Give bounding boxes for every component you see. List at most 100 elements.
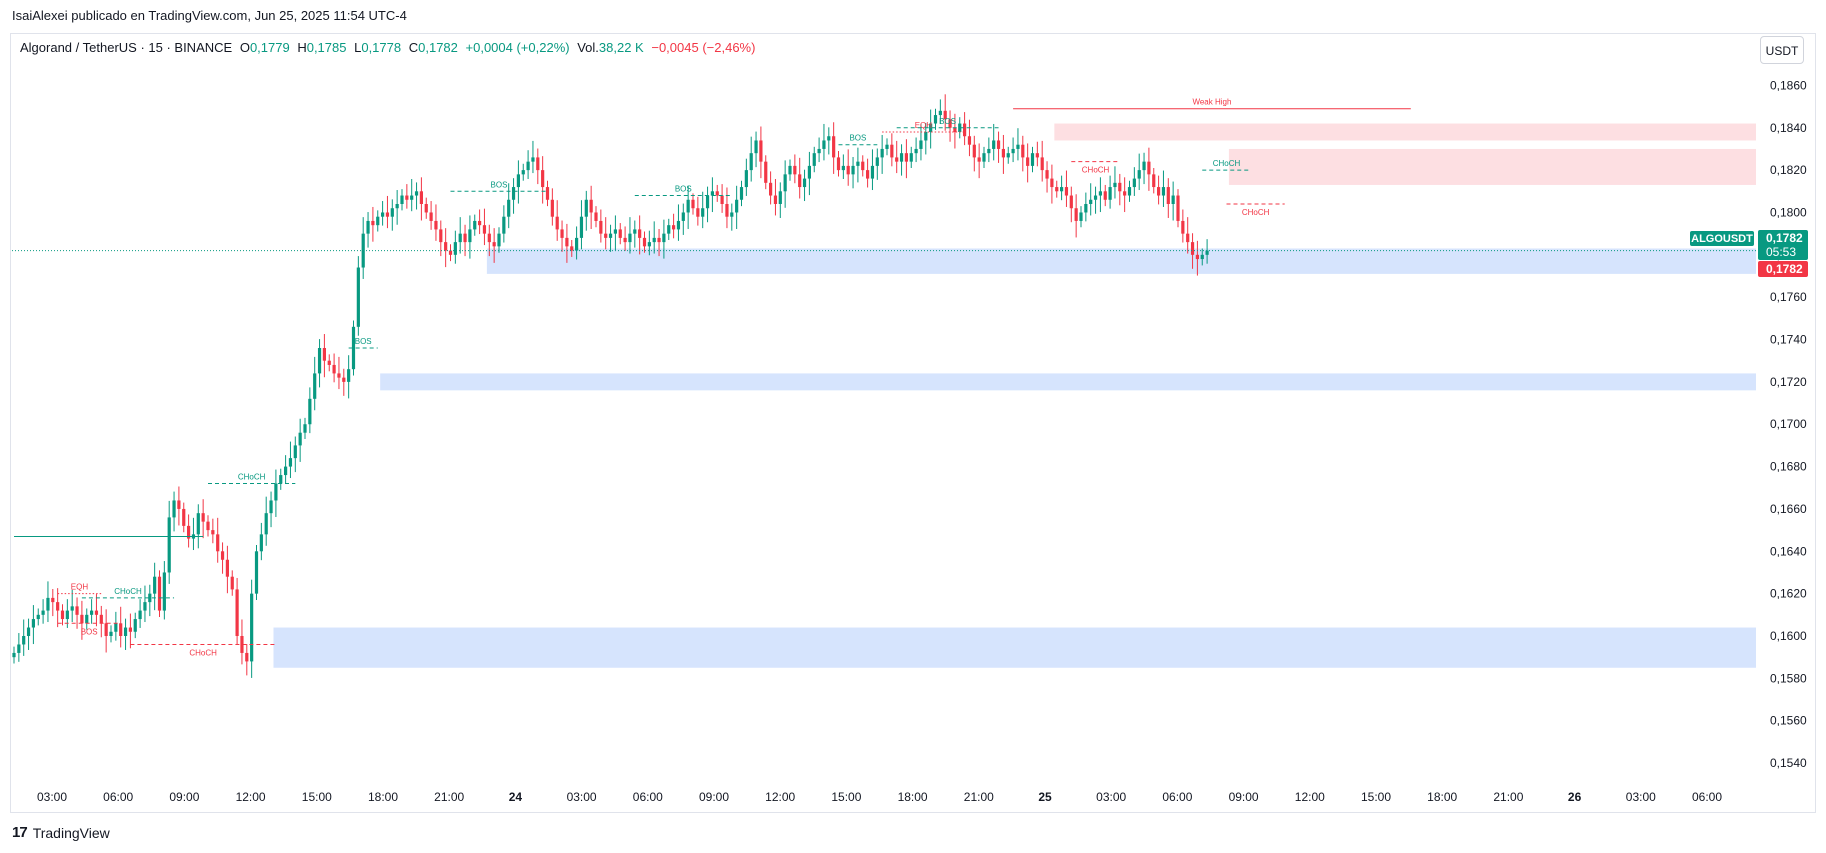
candle-body[interactable] — [1127, 187, 1132, 196]
candle-body[interactable] — [526, 161, 530, 171]
candle-body[interactable] — [1171, 195, 1175, 204]
candle-body[interactable] — [735, 199, 739, 213]
candle-body[interactable] — [1001, 148, 1005, 158]
candle-body[interactable] — [977, 157, 981, 162]
candle-body[interactable] — [138, 610, 142, 620]
candle-body[interactable] — [570, 246, 574, 251]
candle-body[interactable] — [153, 576, 157, 594]
candle-body[interactable] — [351, 326, 356, 370]
candle-body[interactable] — [638, 229, 642, 238]
candle-body[interactable] — [80, 614, 84, 624]
candle-body[interactable] — [1060, 187, 1064, 192]
candle-body[interactable] — [904, 153, 908, 162]
candle-body[interactable] — [604, 233, 608, 238]
candle-body[interactable] — [589, 199, 593, 213]
candle-body[interactable] — [254, 551, 259, 594]
candle-body[interactable] — [1030, 153, 1035, 166]
candle-body[interactable] — [1103, 191, 1107, 200]
candle-body[interactable] — [448, 250, 453, 255]
candle-body[interactable] — [196, 513, 200, 535]
candle-body[interactable] — [667, 225, 671, 234]
candle-body[interactable] — [17, 644, 21, 653]
candle-body[interactable] — [531, 157, 535, 162]
candle-body[interactable] — [555, 216, 559, 230]
candle-body[interactable] — [681, 212, 685, 221]
candle-body[interactable] — [434, 220, 438, 230]
candle-body[interactable] — [560, 229, 564, 238]
candle-body[interactable] — [1123, 191, 1127, 196]
candle-body[interactable] — [293, 445, 297, 459]
candle-body[interactable] — [783, 174, 787, 192]
candle-body[interactable] — [167, 517, 171, 573]
candle-body[interactable] — [827, 136, 831, 141]
candle-body[interactable] — [691, 199, 695, 209]
candle-body[interactable] — [26, 627, 31, 636]
candle-body[interactable] — [1195, 254, 1199, 260]
candle-body[interactable] — [764, 161, 768, 183]
candle-body[interactable] — [1137, 170, 1141, 179]
candle-body[interactable] — [584, 199, 588, 217]
candle-body[interactable] — [1157, 187, 1161, 196]
candle-body[interactable] — [133, 619, 137, 632]
candle-body[interactable] — [1098, 191, 1102, 196]
candle-body[interactable] — [322, 348, 326, 361]
candle-body[interactable] — [933, 115, 938, 124]
candle-body[interactable] — [861, 161, 865, 171]
candle-body[interactable] — [400, 195, 404, 204]
candle-body[interactable] — [943, 110, 947, 120]
candle-body[interactable] — [536, 157, 540, 171]
candle-body[interactable] — [444, 242, 448, 251]
candle-body[interactable] — [710, 191, 714, 196]
candle-body[interactable] — [1006, 153, 1010, 158]
tradingview-logo[interactable]: 17 TradingView — [12, 824, 110, 841]
candle-body[interactable] — [1161, 187, 1166, 196]
candle-body[interactable] — [424, 204, 428, 213]
candle-body[interactable] — [385, 212, 390, 217]
candle-body[interactable] — [895, 157, 899, 162]
candle-body[interactable] — [22, 636, 26, 645]
candle-body[interactable] — [12, 652, 16, 658]
candle-body[interactable] — [929, 123, 933, 132]
candle-body[interactable] — [327, 360, 331, 365]
candle-body[interactable] — [419, 191, 423, 204]
candle-body[interactable] — [759, 140, 763, 162]
candle-body[interactable] — [996, 140, 1001, 149]
candle-body[interactable] — [686, 199, 690, 213]
candle-body[interactable] — [967, 136, 972, 145]
candle-body[interactable] — [279, 475, 283, 484]
candle-body[interactable] — [1181, 220, 1185, 234]
candle-body[interactable] — [182, 508, 186, 526]
candle-body[interactable] — [109, 631, 113, 636]
candle-body[interactable] — [890, 144, 894, 158]
candle-body[interactable] — [798, 174, 802, 188]
candle-body[interactable] — [817, 148, 821, 154]
candle-body[interactable] — [211, 530, 215, 535]
candle-body[interactable] — [987, 148, 991, 154]
candle-body[interactable] — [298, 432, 302, 446]
candle-body[interactable] — [652, 237, 656, 243]
candle-body[interactable] — [642, 237, 647, 247]
candle-body[interactable] — [366, 220, 370, 234]
candle-body[interactable] — [715, 191, 719, 196]
candle-body[interactable] — [463, 233, 467, 243]
candle-body[interactable] — [754, 140, 758, 154]
candle-body[interactable] — [347, 369, 351, 382]
candle-body[interactable] — [1045, 170, 1049, 179]
candle-body[interactable] — [172, 500, 176, 518]
candle-body[interactable] — [579, 216, 584, 238]
candle-body[interactable] — [1132, 178, 1136, 188]
candle-body[interactable] — [919, 140, 923, 149]
candle-body[interactable] — [618, 229, 622, 238]
candle-body[interactable] — [909, 153, 913, 162]
candle-body[interactable] — [269, 500, 273, 514]
candle-body[interactable] — [1055, 187, 1059, 192]
candle-body[interactable] — [31, 619, 35, 628]
candle-body[interactable] — [1200, 254, 1204, 260]
candle-body[interactable] — [856, 161, 860, 166]
candle-body[interactable] — [672, 225, 676, 230]
candle-body[interactable] — [773, 195, 778, 204]
candle-body[interactable] — [613, 229, 617, 234]
candle-body[interactable] — [65, 610, 69, 620]
candle-body[interactable] — [914, 148, 918, 154]
